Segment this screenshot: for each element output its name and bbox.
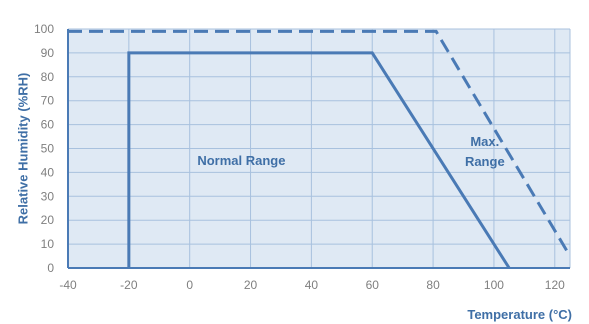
normal-range-label: Normal Range: [197, 153, 285, 168]
x-axis-title: Temperature (°C): [467, 307, 572, 322]
y-axis-title: Relative Humidity (%RH): [15, 73, 30, 225]
y-tick-label-10: 10: [41, 237, 55, 251]
y-tick-label-30: 30: [41, 189, 55, 203]
y-tick-label-80: 80: [41, 70, 55, 84]
x-tick-label--40: -40: [59, 278, 77, 292]
max-range-label-line-2: Range: [465, 154, 505, 169]
x-tick-label-100: 100: [484, 278, 504, 292]
x-tick-labels: -40 -20 0 20 40 60 80 100 120: [59, 278, 565, 292]
normal-range-line: [127, 51, 511, 269]
max-range-label-line-1: Max.: [470, 134, 499, 149]
y-tick-label-50: 50: [41, 142, 55, 156]
x-tick-label-120: 120: [545, 278, 565, 292]
y-tick-label-90: 90: [41, 46, 55, 60]
x-tick-label-20: 20: [244, 278, 258, 292]
max-range-label: Max. Range: [465, 134, 505, 169]
x-tick-label-80: 80: [426, 278, 440, 292]
y-tick-label-70: 70: [41, 94, 55, 108]
y-tick-label-0: 0: [47, 261, 54, 275]
y-tick-label-60: 60: [41, 118, 55, 132]
x-tick-label-60: 60: [366, 278, 380, 292]
y-tick-label-20: 20: [41, 213, 55, 227]
y-tick-label-40: 40: [41, 165, 55, 179]
series-lines: [68, 29, 572, 269]
y-tick-label-100: 100: [34, 22, 54, 36]
max-range-line: [68, 29, 572, 257]
y-tick-labels: 0 10 20 30 40 50 60 70 80 90 100: [34, 22, 54, 275]
x-tick-label--20: -20: [120, 278, 138, 292]
x-tick-label-0: 0: [186, 278, 193, 292]
region-labels: Normal Range Max. Range: [197, 134, 504, 169]
x-tick-label-40: 40: [305, 278, 319, 292]
